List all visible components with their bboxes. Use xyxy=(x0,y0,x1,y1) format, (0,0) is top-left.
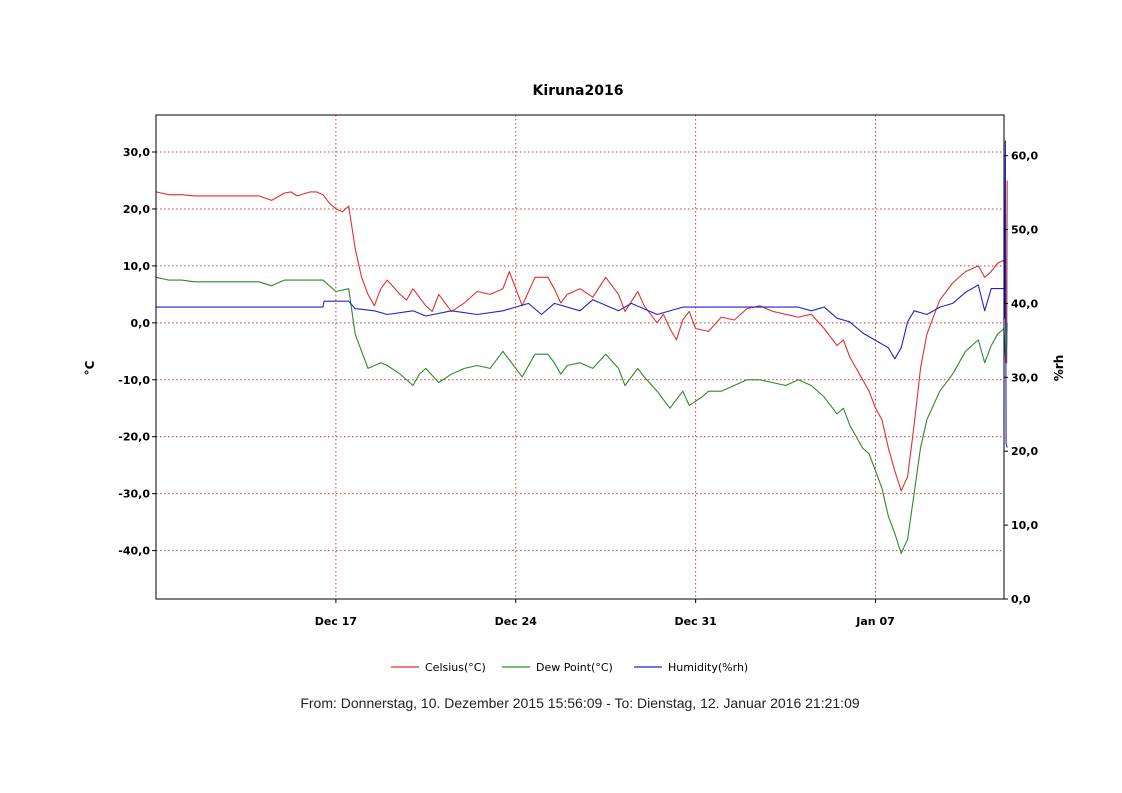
x-tick-label: Dec 24 xyxy=(495,615,538,628)
y-tick-label: -30,0 xyxy=(118,488,150,501)
y2-tick-label: 40,0 xyxy=(1011,297,1038,310)
series-line-2 xyxy=(156,140,1008,448)
y-tick-label: -20,0 xyxy=(118,431,150,444)
x-tick-label: Jan 07 xyxy=(855,615,894,628)
y-tick-label: -40,0 xyxy=(118,545,150,558)
legend-item: Dew Point(°C) xyxy=(502,661,613,674)
y2-tick-label: 50,0 xyxy=(1011,224,1038,237)
legend-label: Humidity(%rh) xyxy=(668,661,748,674)
y-tick-label: 10,0 xyxy=(123,260,150,273)
x-tick-label: Dec 31 xyxy=(675,615,717,628)
y-tick-label: 0,0 xyxy=(131,317,151,330)
series-line-0 xyxy=(155,180,1008,492)
legend-item: Celsius(°C) xyxy=(391,661,486,674)
plot-frame xyxy=(155,114,1005,600)
y2-tick-label: 30,0 xyxy=(1011,371,1038,384)
y-tick-label: 20,0 xyxy=(123,203,150,216)
date-range-footer: From: Donnerstag, 10. Dezember 2015 15:5… xyxy=(300,695,860,711)
series-layer xyxy=(155,140,1008,554)
y2-tick-label: 60,0 xyxy=(1011,150,1038,163)
legend-label: Dew Point(°C) xyxy=(536,661,613,674)
legend: Celsius(°C) Dew Point(°C) Humidity(%rh) xyxy=(391,661,748,674)
series-line-1 xyxy=(155,276,1008,554)
y-axis-label: °C xyxy=(83,360,97,375)
tick-layer: 30,0 20,0 10,0 0,0 -10,0 -20,0 -30,0 -40,0 60,0 5… xyxy=(118,146,1038,628)
chart-title: Kiruna2016 xyxy=(533,83,624,99)
x-tick-label: Dec 17 xyxy=(315,615,357,628)
legend-label: Celsius(°C) xyxy=(425,661,486,674)
y-tick-label: -10,0 xyxy=(118,374,150,387)
y2-tick-label: 0,0 xyxy=(1011,593,1031,606)
legend-item: Humidity(%rh) xyxy=(634,661,748,674)
grid xyxy=(156,115,1004,599)
y-tick-label: 30,0 xyxy=(123,146,150,159)
y2-tick-label: 20,0 xyxy=(1011,445,1038,458)
y2-tick-label: 10,0 xyxy=(1011,519,1038,532)
y2-axis-label: %rh xyxy=(1052,355,1066,381)
